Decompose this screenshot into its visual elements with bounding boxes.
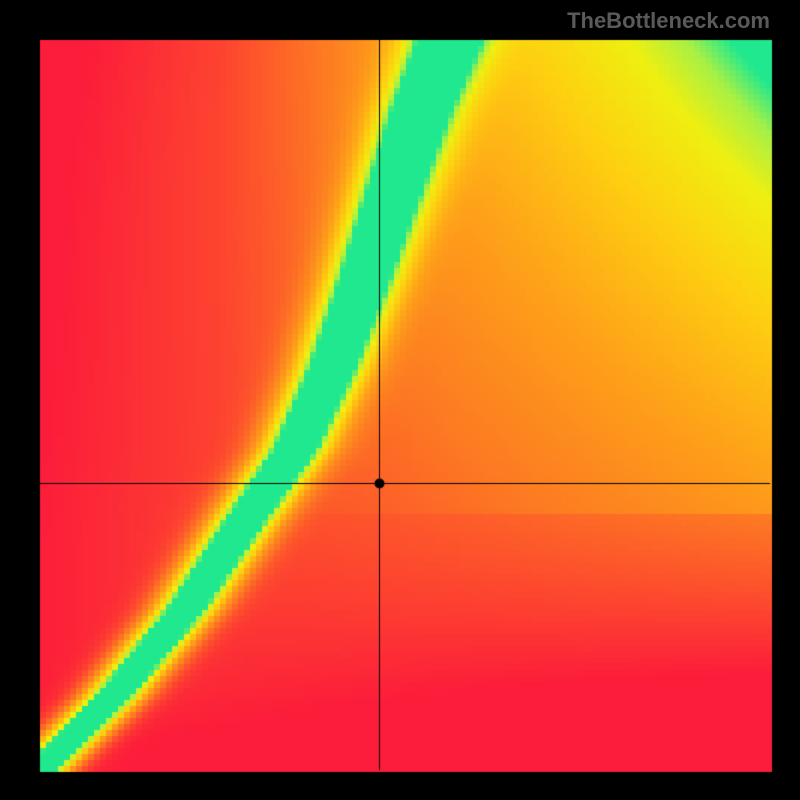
watermark-text: TheBottleneck.com (567, 8, 770, 34)
heatmap-canvas (0, 0, 800, 800)
root: TheBottleneck.com (0, 0, 800, 800)
